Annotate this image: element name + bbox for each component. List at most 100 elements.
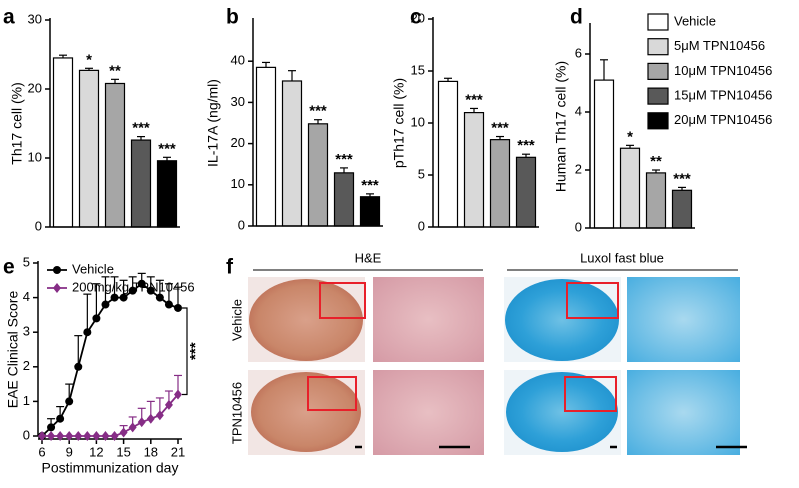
significance: *** bbox=[309, 103, 327, 120]
y-tick-label: 20 bbox=[411, 10, 425, 25]
marker bbox=[110, 293, 119, 302]
y-tick-label: 2 bbox=[23, 358, 30, 373]
legend-swatch bbox=[647, 87, 669, 105]
legend-label: 5μM TPN10456 bbox=[674, 38, 765, 53]
marker bbox=[164, 399, 173, 410]
y-tick-label: 10 bbox=[411, 114, 425, 129]
significance: * bbox=[86, 51, 92, 68]
he-zoom bbox=[373, 277, 484, 362]
y-tick-label: 2 bbox=[575, 161, 582, 176]
marker bbox=[101, 431, 110, 441]
marker bbox=[119, 427, 128, 438]
zoom-box bbox=[319, 282, 366, 319]
y-tick-label: 20 bbox=[28, 80, 42, 95]
panel-label: e bbox=[3, 256, 15, 279]
marker bbox=[92, 314, 101, 323]
he-section bbox=[249, 279, 363, 361]
legend-marker bbox=[53, 283, 61, 293]
bar bbox=[333, 172, 355, 227]
panel-label: b bbox=[226, 6, 239, 29]
marker bbox=[83, 328, 92, 337]
x-axis-label: Postimmunization day bbox=[42, 460, 179, 476]
significance: *** bbox=[673, 170, 691, 187]
marker bbox=[119, 293, 128, 302]
y-tick-label: 4 bbox=[23, 289, 30, 304]
y-axis-label: Th17 cell (%) bbox=[9, 82, 25, 164]
significance: *** bbox=[465, 91, 483, 108]
y-tick-label: 10 bbox=[28, 149, 42, 164]
y-tick-label: 10 bbox=[231, 176, 245, 191]
marker bbox=[65, 397, 74, 406]
significance: *** bbox=[132, 120, 150, 137]
x-tick-label: 6 bbox=[38, 444, 45, 459]
y-tick-label: 0 bbox=[23, 427, 30, 442]
legend-label: Vehicle bbox=[674, 13, 716, 28]
y-axis-label: EAE Clinical Score bbox=[5, 291, 21, 409]
marker bbox=[174, 389, 182, 400]
panel-label: d bbox=[570, 6, 583, 29]
significance: *** bbox=[491, 119, 509, 136]
legend-swatch bbox=[647, 38, 669, 56]
legend-marker bbox=[53, 266, 61, 274]
significance: ** bbox=[650, 153, 662, 170]
he-section bbox=[251, 372, 361, 452]
significance: ** bbox=[109, 62, 121, 79]
y-tick-label: 5 bbox=[418, 166, 425, 181]
bar bbox=[156, 160, 178, 228]
marker bbox=[47, 423, 56, 432]
marker bbox=[38, 431, 46, 441]
x-tick-label: 15 bbox=[116, 444, 130, 459]
lfb-zoom bbox=[627, 370, 740, 455]
x-tick-label: 12 bbox=[89, 444, 103, 459]
y-tick-label: 0 bbox=[238, 217, 245, 232]
y-tick-label: 0 bbox=[35, 218, 42, 233]
bar bbox=[671, 189, 693, 229]
y-tick-label: 4 bbox=[575, 103, 582, 118]
column-label: Luxol fast blue bbox=[580, 250, 664, 265]
bar bbox=[130, 139, 152, 228]
marker bbox=[92, 431, 101, 441]
legend-swatch bbox=[647, 62, 669, 81]
y-tick-label: 30 bbox=[28, 11, 42, 26]
legend-label: 20μM TPN10456 bbox=[674, 112, 772, 127]
y-tick-label: 6 bbox=[575, 45, 582, 60]
bar bbox=[437, 80, 459, 228]
x-tick-label: 18 bbox=[144, 444, 158, 459]
legend-label: 15μM TPN10456 bbox=[674, 88, 772, 103]
marker bbox=[101, 300, 110, 309]
marker bbox=[137, 279, 146, 288]
he-zoom bbox=[373, 370, 484, 455]
legend-label: Vehicle bbox=[72, 261, 114, 276]
significance: * bbox=[627, 128, 633, 145]
marker bbox=[56, 414, 65, 423]
bar bbox=[619, 147, 641, 229]
marker bbox=[74, 362, 83, 371]
bar bbox=[463, 111, 485, 228]
histology: f H&E Luxol fast blue Vehicle TPN10456 bbox=[226, 250, 747, 455]
bar bbox=[359, 196, 381, 227]
y-tick-label: 3 bbox=[23, 324, 30, 339]
significance: *** bbox=[158, 140, 176, 157]
x-tick-label: 9 bbox=[66, 444, 73, 459]
bar bbox=[307, 123, 329, 227]
marker bbox=[65, 431, 74, 441]
legend-label: 200mg/kg TPN10456 bbox=[72, 279, 195, 294]
panel-label: f bbox=[226, 256, 234, 279]
marker bbox=[74, 431, 83, 441]
marker bbox=[110, 431, 119, 441]
significance: *** bbox=[517, 137, 535, 154]
bar bbox=[104, 82, 126, 228]
line bbox=[41, 282, 179, 437]
y-tick-label: 1 bbox=[23, 393, 30, 408]
bracket bbox=[182, 307, 188, 396]
significance: *** bbox=[187, 342, 204, 360]
y-tick-label: 5 bbox=[23, 254, 30, 269]
zoom-box bbox=[566, 282, 619, 319]
marker bbox=[146, 413, 155, 424]
y-tick-label: 20 bbox=[231, 135, 245, 150]
marker bbox=[128, 286, 137, 295]
bar bbox=[593, 79, 615, 229]
legend-label: 10μM TPN10456 bbox=[674, 63, 772, 78]
bar bbox=[255, 66, 277, 227]
